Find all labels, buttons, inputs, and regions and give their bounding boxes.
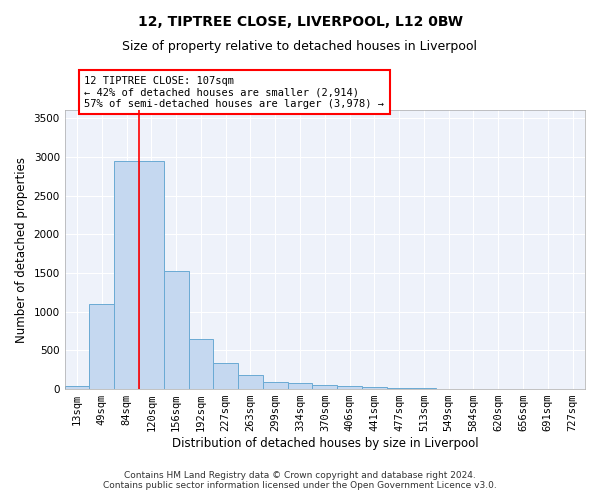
Bar (287, 383, 313, 389)
Bar (114, 162, 139, 389)
Y-axis label: Number of detached properties: Number of detached properties (15, 156, 28, 342)
Bar (139, 162, 164, 389)
Text: 12, TIPTREE CLOSE, LIVERPOOL, L12 0BW: 12, TIPTREE CLOSE, LIVERPOOL, L12 0BW (137, 15, 463, 29)
X-axis label: Distribution of detached houses by size in Liverpool: Distribution of detached houses by size … (172, 437, 478, 450)
Bar (238, 375, 263, 389)
Bar (337, 386, 362, 389)
Bar (313, 385, 337, 389)
Bar (263, 382, 287, 389)
Bar (164, 272, 188, 389)
Text: 12 TIPTREE CLOSE: 107sqm
← 42% of detached houses are smaller (2,914)
57% of sem: 12 TIPTREE CLOSE: 107sqm ← 42% of detach… (85, 76, 385, 109)
Bar (214, 363, 238, 389)
Bar (387, 388, 412, 389)
Text: Contains HM Land Registry data © Crown copyright and database right 2024.
Contai: Contains HM Land Registry data © Crown c… (103, 470, 497, 490)
Bar (89, 304, 114, 389)
Text: Size of property relative to detached houses in Liverpool: Size of property relative to detached ho… (122, 40, 478, 53)
Bar (65, 386, 89, 389)
Bar (188, 339, 214, 389)
Bar (412, 388, 436, 389)
Bar (362, 387, 387, 389)
